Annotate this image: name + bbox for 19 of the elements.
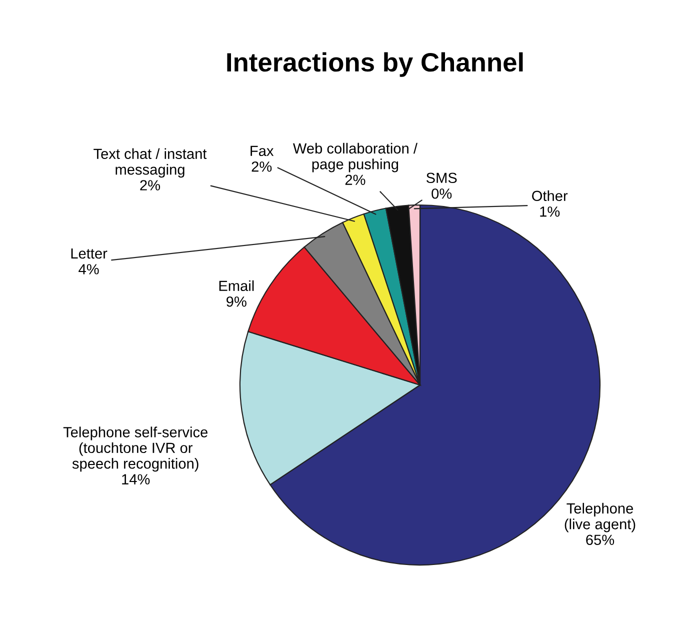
data-label: 14%	[122, 474, 150, 484]
data-label: 4%	[78, 264, 99, 274]
slice-label: Text chat / instant messaging	[94, 148, 207, 178]
category-label: SMS	[426, 172, 457, 184]
slice-label: Email	[219, 280, 254, 292]
slice-label: Web collaboration / page pushing	[292, 142, 418, 172]
data-label: 2%	[252, 161, 272, 172]
slice-label: Letter	[71, 248, 108, 259]
slice-label: Telephone self-service (touchtone IVR or speech recognition)	[63, 426, 208, 472]
slice-label: Other	[532, 190, 568, 202]
data-label: 65%	[586, 534, 614, 546]
slice-label: Fax	[250, 146, 274, 156]
data-label: 9%	[226, 296, 246, 307]
data-label: 2%	[345, 174, 366, 185]
text: 0%	[432, 188, 452, 199]
data-label: 2%	[140, 180, 160, 190]
data-label: 1%	[540, 206, 560, 217]
chart-title: Interactions by Channel	[227, 52, 523, 77]
slice-label: Telephone (live agent)	[564, 502, 636, 532]
